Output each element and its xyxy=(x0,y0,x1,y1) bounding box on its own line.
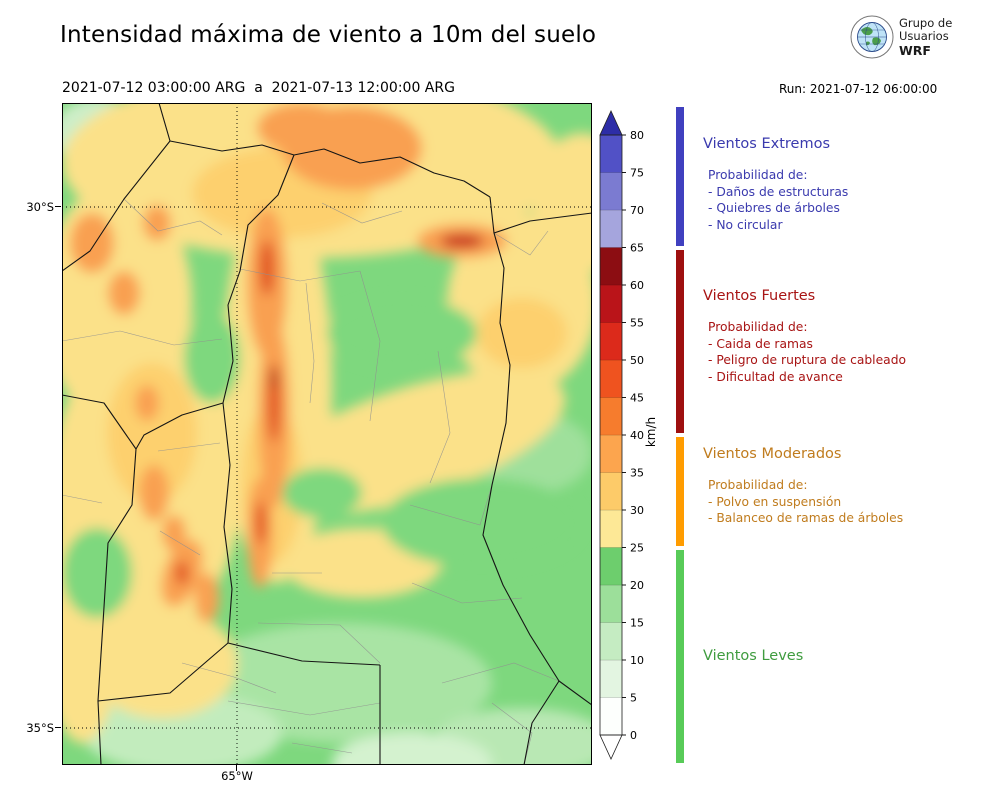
colorbar-segment xyxy=(599,472,623,511)
colorbar-tick-label: 45 xyxy=(630,391,644,404)
department-borders xyxy=(62,198,560,765)
colorbar-tick-label: 50 xyxy=(630,354,644,367)
colorbar-tick-label: 75 xyxy=(630,166,644,179)
logo-wrf: WRF xyxy=(899,42,931,58)
colorbar-tick-label: 5 xyxy=(630,691,637,704)
category-strip xyxy=(676,107,684,767)
logo-line2: Usuarios xyxy=(899,29,949,44)
colorbar-tick-label: 40 xyxy=(630,429,644,442)
category-strip-segment-fuertes xyxy=(676,249,684,433)
date-range: 2021-07-12 03:00:00 ARG a 2021-07-13 12:… xyxy=(62,80,455,96)
legend-title-extremos: Vientos Extremos xyxy=(703,136,831,152)
map-raster xyxy=(62,103,592,765)
colorbar-segment xyxy=(599,547,623,586)
colorbar-segment xyxy=(599,284,623,323)
colorbar-segment xyxy=(599,322,623,361)
legend-item: - No circular xyxy=(708,217,783,232)
legend-title-leves: Vientos Leves xyxy=(703,648,804,664)
page-title: Intensidad máxima de viento a 10m del su… xyxy=(60,22,597,48)
province-borders xyxy=(62,103,592,765)
lon-tick-65w: 65°W xyxy=(221,769,253,783)
colorbar-segment xyxy=(599,247,623,286)
graticule-lines xyxy=(62,103,592,765)
legend-item: - Caida de ramas xyxy=(708,336,813,351)
colorbar-tick-label: 80 xyxy=(630,129,644,142)
legend-item: - Daños de estructuras xyxy=(708,184,849,199)
legend-item: - Dificultad de avance xyxy=(708,369,843,384)
category-strip-segment-moderados xyxy=(676,437,684,546)
colorbar-segment xyxy=(599,359,623,398)
map-frame xyxy=(62,103,592,765)
wind-intensity-map xyxy=(62,103,592,765)
legend-probability-label: Probabilidad de: xyxy=(708,320,808,334)
colorbar-segment xyxy=(599,697,623,736)
lon-tickmark-65w xyxy=(236,765,238,771)
colorbar: 0 5 10 15 20 25 30 35 40 45 50 55 60 65 70 75 80 xyxy=(598,107,708,771)
lat-tickmark-30s xyxy=(55,206,61,208)
colorbar-tick-label: 10 xyxy=(630,654,644,667)
legend-item: - Polvo en suspensión xyxy=(708,494,842,509)
lat-tick-35s: 35°S xyxy=(26,721,54,735)
colorbar-over-arrow xyxy=(599,110,623,136)
colorbar-tick-label: 55 xyxy=(630,316,644,329)
colorbar-tick-label: 65 xyxy=(630,241,644,254)
colorbar-segment xyxy=(599,622,623,661)
legend-probability-label: Probabilidad de: xyxy=(708,168,808,182)
colorbar-tick-label: 70 xyxy=(630,204,644,217)
category-strip-segment-leves xyxy=(676,549,684,763)
colorbar-tick-label: 20 xyxy=(630,579,644,592)
colorbar-tick-label: 0 xyxy=(630,729,637,742)
legend-block-fuertes: Vientos Fuertes Probabilidad de: - Caida… xyxy=(703,288,993,385)
colorbar-tick-label: 30 xyxy=(630,504,644,517)
category-strip-segment-extremos xyxy=(676,107,684,246)
colorbar-unit-label: km/h xyxy=(644,416,658,448)
colorbar-segment xyxy=(599,134,623,173)
colorbar-segment xyxy=(599,509,623,548)
run-label: Run: 2021-07-12 06:00:00 xyxy=(779,82,938,96)
colorbar-segment xyxy=(599,209,623,248)
wrf-logo-globe-icon xyxy=(850,15,894,59)
logo-line1: Grupo de xyxy=(899,15,953,30)
colorbar-segment xyxy=(599,434,623,473)
legend-title-moderados: Vientos Moderados xyxy=(703,446,842,462)
colorbar-tick-label: 60 xyxy=(630,279,644,292)
wrf-logo: Grupo de Usuarios WRF xyxy=(850,13,995,61)
colorbar-tick-label: 15 xyxy=(630,616,644,629)
colorbar-segment xyxy=(599,172,623,211)
legend-item: - Balanceo de ramas de árboles xyxy=(708,511,904,525)
colorbar-tick-label: 35 xyxy=(630,466,644,479)
legend-block-extremos: Vientos Extremos Probabilidad de: - Daño… xyxy=(703,136,993,233)
lat-tick-30s: 30°S xyxy=(26,200,54,214)
colorbar-tick-label: 25 xyxy=(630,541,644,554)
legend-title-fuertes: Vientos Fuertes xyxy=(703,288,816,304)
colorbar-segment xyxy=(599,659,623,698)
colorbar-segment xyxy=(599,397,623,436)
legend-item: - Peligro de ruptura de cableado xyxy=(708,353,907,367)
legend-block-leves: Vientos Leves xyxy=(703,648,993,679)
colorbar-segment xyxy=(599,584,623,623)
colorbar-under-arrow xyxy=(599,734,623,760)
legend-block-moderados: Vientos Moderados Probabilidad de: - Pol… xyxy=(703,446,993,527)
lat-tickmark-35s xyxy=(55,727,61,729)
legend-item: - Quiebres de árboles xyxy=(708,201,840,215)
legend-probability-label: Probabilidad de: xyxy=(708,478,808,492)
